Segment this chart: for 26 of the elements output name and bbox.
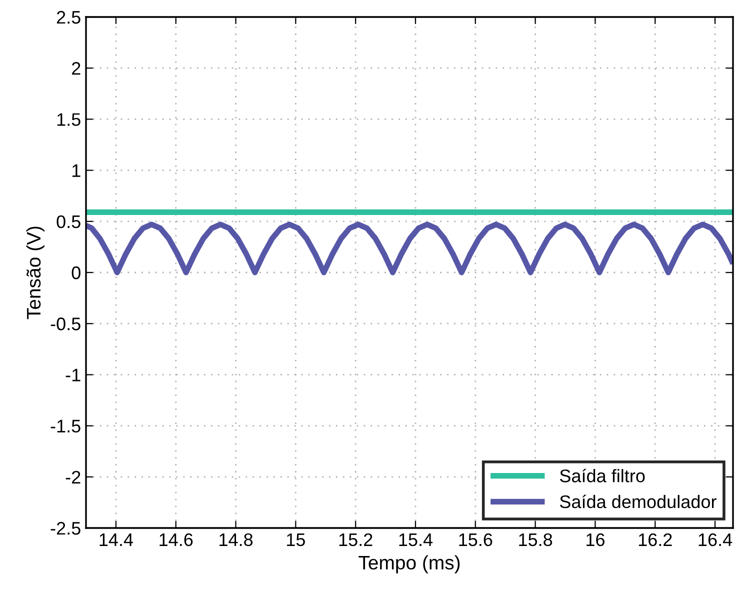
y-tick-label: -1.5: [50, 420, 80, 433]
y-tick-label: 1.5: [57, 113, 80, 126]
x-tick-label: 15.8: [519, 533, 552, 546]
legend-label: Saída filtro: [560, 468, 645, 482]
y-tick-label: 2: [72, 62, 80, 75]
x-tick-label: 16.4: [698, 533, 732, 546]
y-tick-label: 0: [72, 266, 80, 280]
legend-label: Saída demodulador: [560, 494, 716, 508]
y-axis-title: Tensão (V): [26, 226, 44, 320]
y-tick-label: -0.5: [50, 318, 80, 330]
x-tick-label: 15.4: [399, 534, 433, 546]
y-tick-label: -2: [66, 470, 80, 484]
y-tick-label: -1: [66, 368, 80, 382]
x-tick-label: 16: [586, 533, 604, 546]
x-tick-label: 15.2: [339, 533, 372, 546]
y-tick-label: -2.5: [50, 522, 80, 535]
x-axis-title: Tempo (ms): [358, 555, 460, 574]
x-tick-label: 14.6: [160, 533, 193, 546]
y-tick-label: 2.5: [56, 10, 80, 24]
x-tick-label: 15.6: [459, 533, 492, 546]
x-tick-label: 15: [287, 534, 305, 546]
x-tick-label: 14.8: [220, 533, 253, 546]
y-tick-label: 0.5: [56, 215, 80, 228]
x-tick-label: 16.2: [638, 533, 672, 546]
y-tick-label: 1: [72, 164, 80, 177]
x-tick-label: 14.4: [100, 534, 133, 546]
